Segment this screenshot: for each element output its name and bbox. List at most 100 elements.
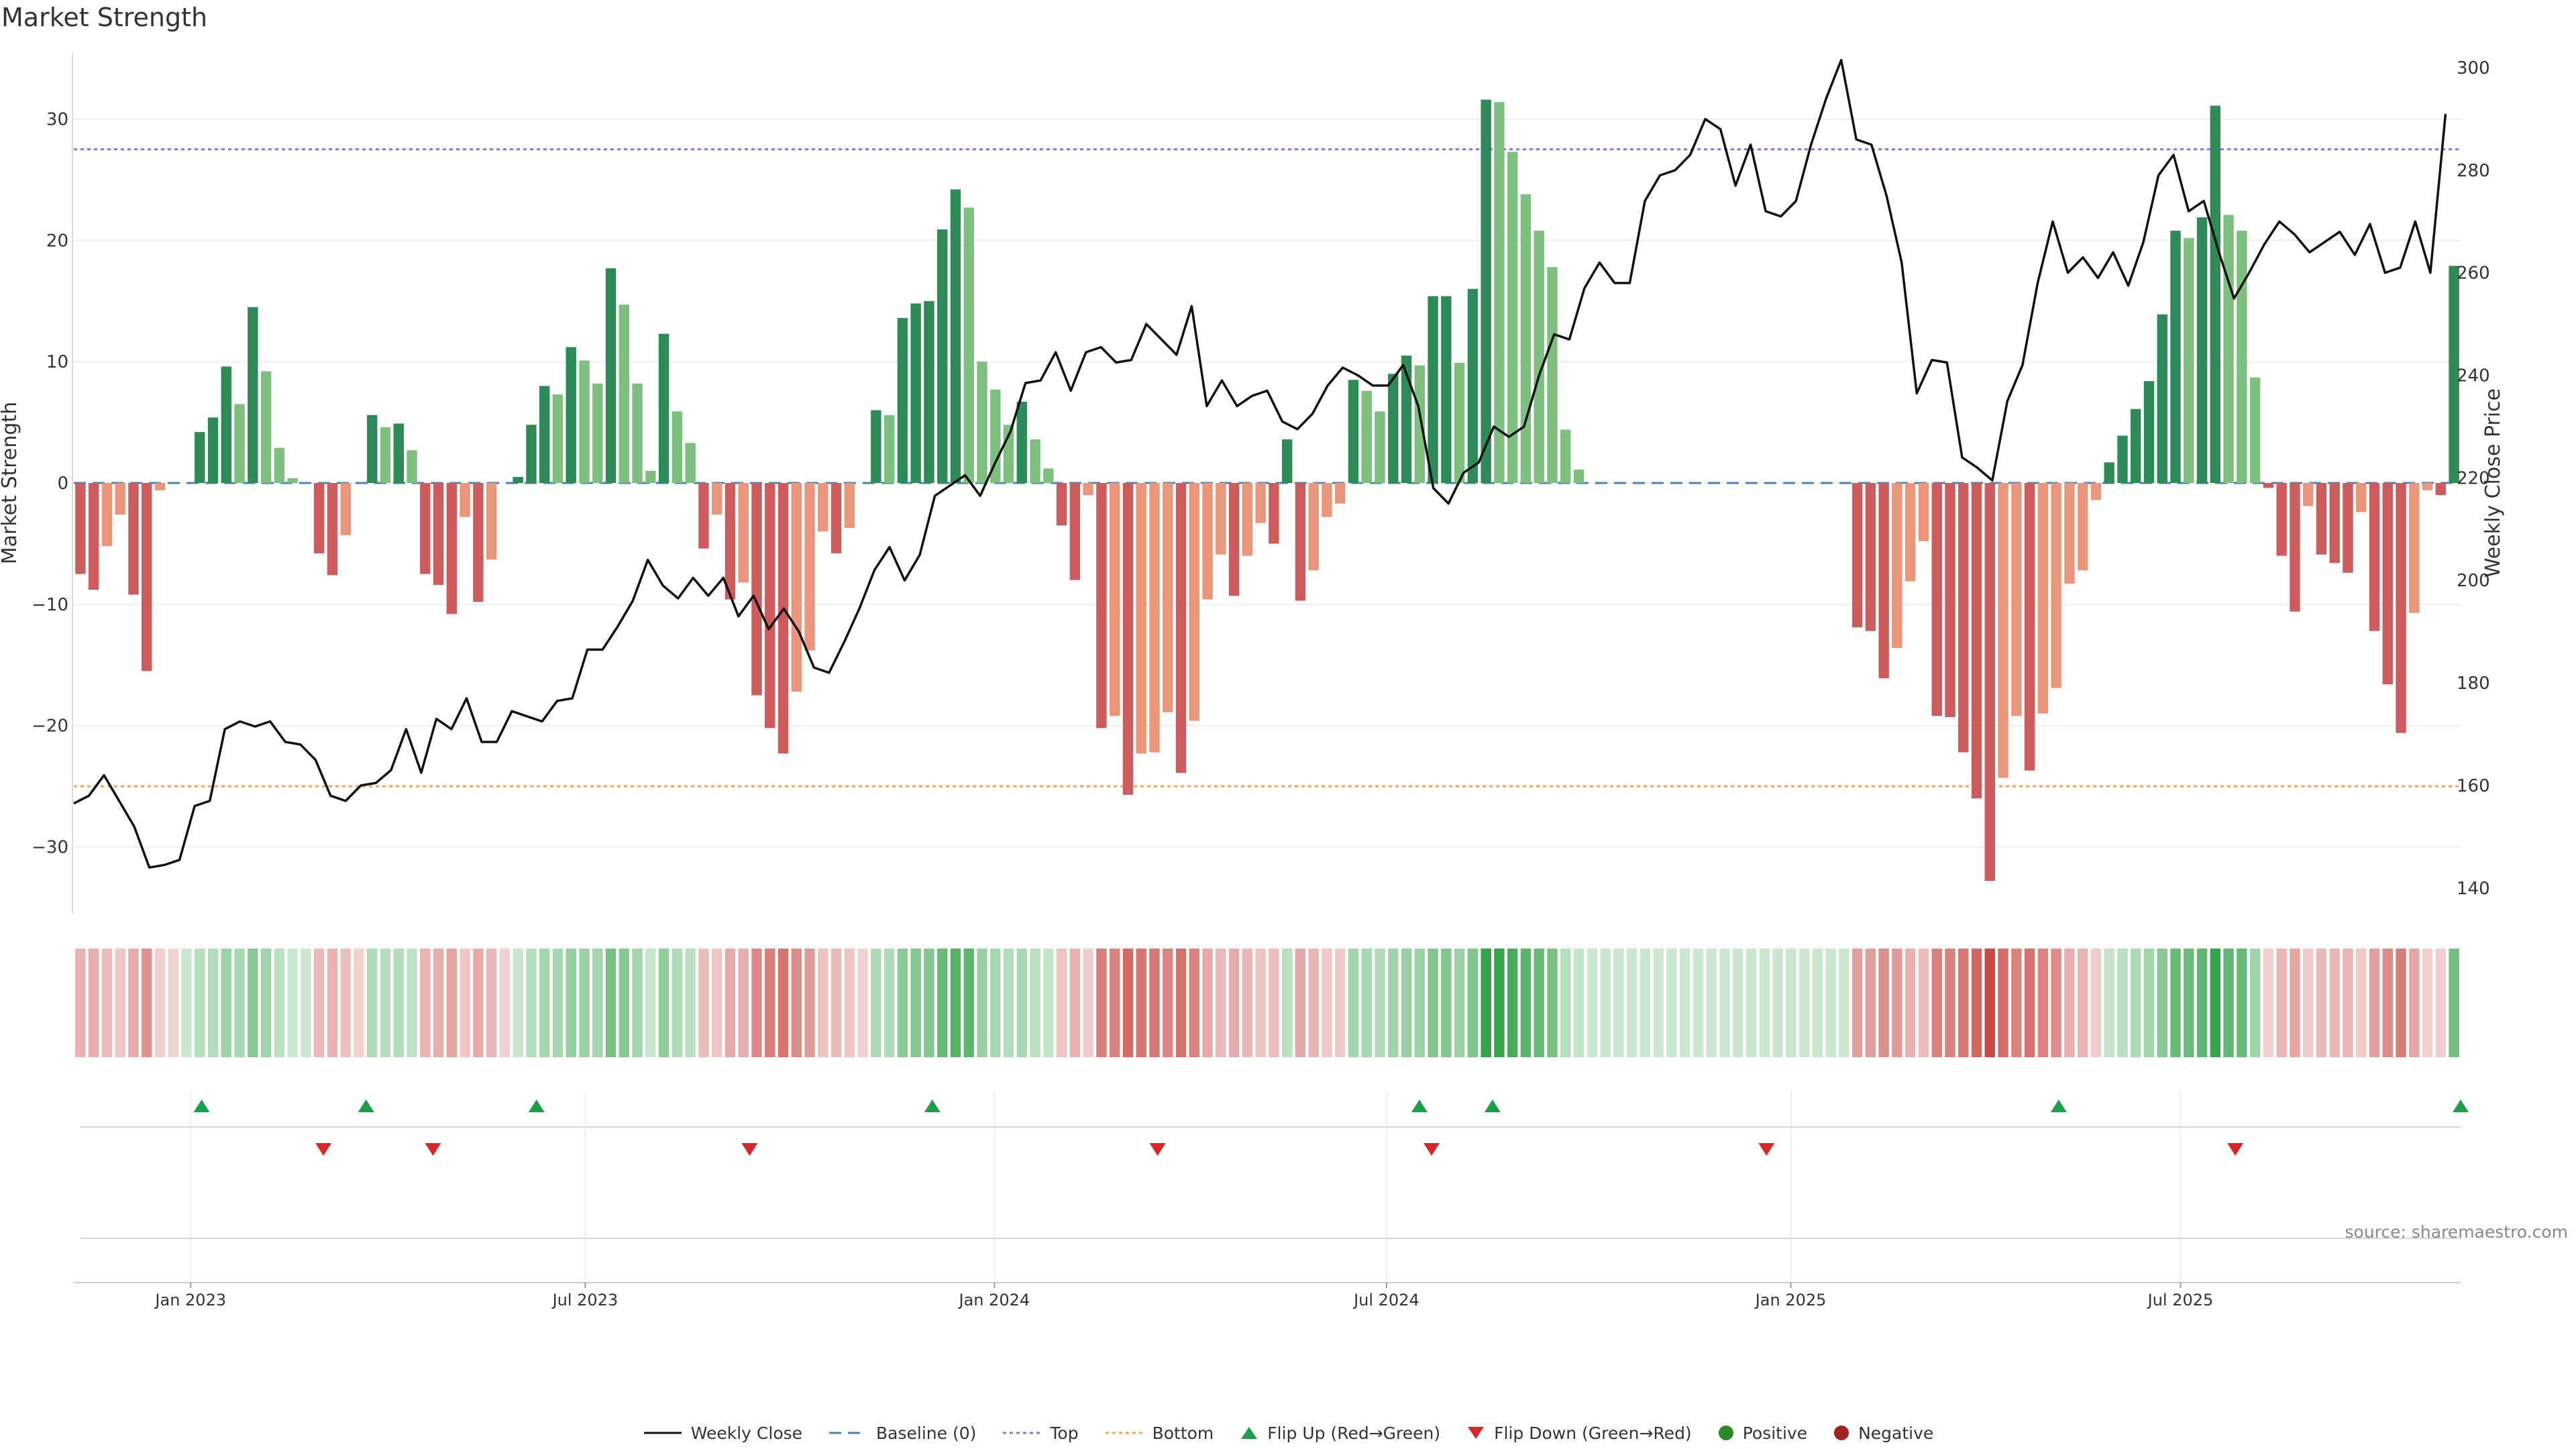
heat-cell [248, 949, 258, 1057]
heat-cell [937, 949, 948, 1057]
flip-up-marker [193, 1099, 210, 1112]
heat-cell [287, 949, 298, 1057]
heat-cell [181, 949, 192, 1057]
strength-bar [711, 483, 722, 515]
heat-cell [1706, 949, 1717, 1057]
heat-cell [963, 949, 974, 1057]
strength-bar [1560, 429, 1571, 483]
heat-cell [367, 949, 378, 1057]
strength-bar [1030, 439, 1040, 483]
strength-bar [2422, 483, 2433, 490]
strength-bar [924, 301, 934, 483]
heat-cell [1786, 949, 1796, 1057]
heat-cell [2316, 949, 2327, 1057]
heat-cell [605, 949, 616, 1057]
strength-bar [340, 483, 351, 535]
heat-cell [990, 949, 1001, 1057]
legend-flip-up: Flip Up (Red→Green) [1239, 1424, 1440, 1443]
heat-cell [1931, 949, 1942, 1057]
flip-up-marker [1411, 1099, 1428, 1112]
heat-cell [274, 949, 285, 1057]
strength-bar [128, 483, 139, 595]
strength-bar [2409, 483, 2420, 613]
y-tick-label: 0 [57, 474, 68, 494]
heat-cell [526, 949, 537, 1057]
circle-icon [1834, 1426, 1849, 1440]
strength-bar [1851, 483, 1863, 628]
strength-bar [2329, 483, 2340, 564]
legend-label: Flip Down (Green→Red) [1494, 1423, 1692, 1443]
strength-bar [1481, 99, 1491, 484]
heat-cell [2237, 949, 2247, 1057]
heat-cell [513, 949, 523, 1057]
flip-down-marker [315, 1143, 332, 1156]
heat-cell [2184, 949, 2194, 1057]
weekly-close-line-layer [73, 58, 2447, 869]
strength-bar [407, 450, 417, 483]
flip-down-marker [1424, 1143, 1440, 1156]
strength-bar [883, 415, 895, 483]
strength-bar [2143, 381, 2155, 483]
heat-cell [2329, 949, 2340, 1057]
heat-cell [195, 949, 205, 1057]
strength-bar [658, 333, 669, 483]
strength-bar [473, 483, 484, 602]
heat-cell [2263, 949, 2274, 1057]
flip-down-marker [1758, 1143, 1775, 1156]
heat-cell [1361, 949, 1372, 1057]
heat-cell [128, 949, 139, 1057]
strength-bar [2210, 105, 2221, 483]
heat-cell [340, 949, 351, 1057]
strength-bar [592, 383, 603, 483]
strength-bar [1892, 483, 1902, 648]
y2-tick-label: 140 [2457, 879, 2490, 899]
heat-cell [380, 949, 391, 1057]
dotted-line-swatch-icon [1003, 1432, 1041, 1434]
strength-bar [1414, 365, 1426, 483]
strength-bar [433, 483, 444, 585]
heat-cell [751, 949, 762, 1057]
heat-cell [1878, 949, 1889, 1057]
y-tick-label: −30 [32, 838, 68, 858]
strength-bar [2170, 230, 2181, 483]
heat-cell [1149, 949, 1160, 1057]
strength-bar [751, 483, 762, 696]
heat-cell [2249, 949, 2261, 1057]
strength-bar [830, 483, 842, 553]
strength-bar [1534, 230, 1544, 483]
strength-bar [897, 318, 908, 483]
strength-bar [1428, 296, 1438, 483]
strength-bar [1971, 483, 1982, 799]
y2-tick-label: 160 [2457, 776, 2490, 796]
y-tick-label: 30 [46, 109, 68, 129]
heat-cell [2064, 949, 2075, 1057]
heat-cell [765, 949, 775, 1057]
strength-bar [313, 483, 325, 553]
heat-cell [1733, 949, 1743, 1057]
heat-cell [2196, 949, 2208, 1057]
heat-cell [473, 949, 484, 1057]
heat-cell [327, 949, 338, 1057]
flip-up-marker [2453, 1099, 2469, 1112]
strength-bar [950, 189, 961, 483]
heat-cell [1494, 949, 1505, 1057]
heat-cell [632, 949, 643, 1057]
weekly-close-line [73, 58, 2447, 869]
y-tick-label: −10 [32, 595, 68, 615]
heat-cell [658, 949, 669, 1057]
heat-cell [1600, 949, 1611, 1057]
heat-cell [1295, 949, 1306, 1057]
heat-cell [1030, 949, 1040, 1057]
heat-cell [552, 949, 564, 1057]
heat-cell [1851, 949, 1863, 1057]
heat-cell [1228, 949, 1240, 1057]
strength-bar [207, 417, 219, 483]
heat-cell [1322, 949, 1332, 1057]
strength-bar [619, 305, 630, 483]
heat-cell [1653, 949, 1664, 1057]
heat-cell [897, 949, 908, 1057]
y-axis-label: Market Strength [0, 402, 21, 564]
heat-cell [777, 949, 789, 1057]
gridlines [74, 118, 2461, 1281]
